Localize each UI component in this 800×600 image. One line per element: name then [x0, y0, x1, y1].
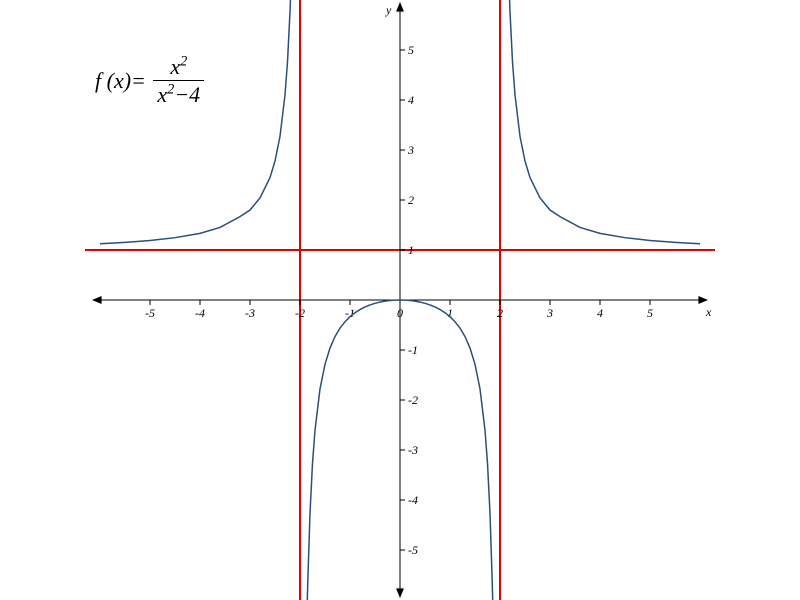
x-axis-arrow	[698, 296, 708, 304]
y-axis-label: y	[385, 3, 392, 17]
equation-denominator: x2−4	[153, 83, 204, 106]
x-tick-label: -2	[295, 306, 305, 320]
function-equation: f (x) = x2 x2−4	[95, 55, 204, 106]
y-tick-label: 3	[407, 143, 414, 157]
x-tick-label: -4	[195, 306, 205, 320]
y-tick-label: -1	[408, 343, 418, 357]
y-tick-label: 5	[408, 43, 414, 57]
x-tick-label: 3	[546, 306, 553, 320]
y-axis-arrow	[396, 2, 404, 12]
y-tick-label: -2	[408, 393, 418, 407]
equation-lhs: f (x)	[95, 70, 131, 92]
chart-container: f (x) = x2 x2−4 -5-4-3-2-1012345-5-4-3-2…	[0, 0, 800, 600]
x-tick-label: 2	[497, 306, 503, 320]
x-axis-label: x	[705, 305, 712, 319]
x-tick-label: 5	[647, 306, 653, 320]
y-tick-label: -3	[408, 443, 418, 457]
equation-equals: =	[131, 70, 151, 92]
y-tick-label: -4	[408, 493, 418, 507]
x-axis-arrow	[92, 296, 102, 304]
equation-fraction: x2 x2−4	[153, 55, 204, 106]
x-tick-label: 4	[597, 306, 603, 320]
function-curve-left	[100, 0, 293, 244]
fraction-bar	[153, 80, 204, 81]
x-tick-label: -5	[145, 306, 155, 320]
equation-numerator: x2	[166, 55, 191, 78]
function-curve-right	[508, 0, 701, 244]
y-tick-label: 2	[408, 193, 414, 207]
x-tick-label: -3	[245, 306, 255, 320]
y-tick-label: 1	[408, 243, 414, 257]
y-axis-arrow	[396, 588, 404, 598]
y-tick-label: 4	[408, 93, 414, 107]
y-tick-label: -5	[408, 543, 418, 557]
x-tick-label: 0	[397, 306, 403, 320]
